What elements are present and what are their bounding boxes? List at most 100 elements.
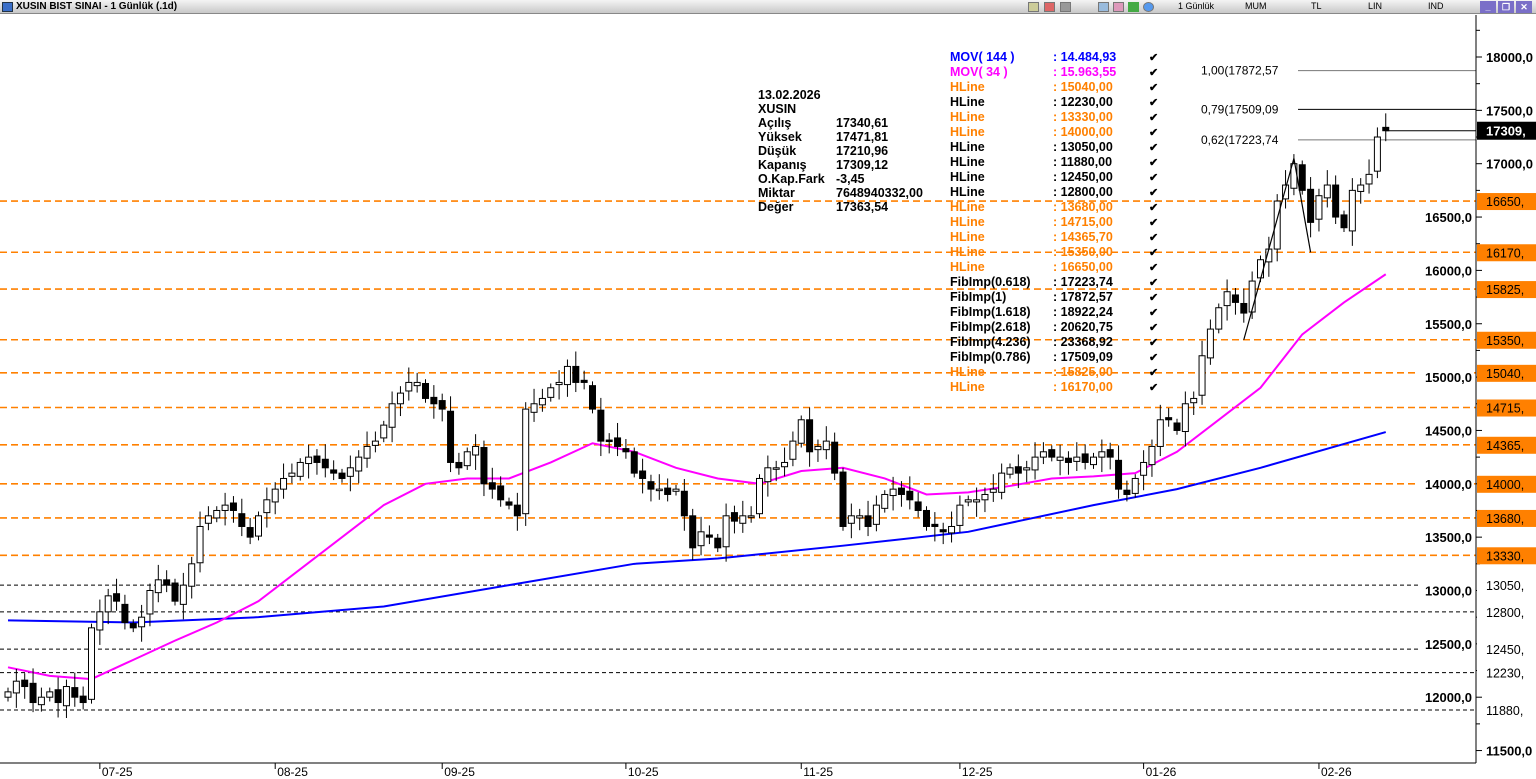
legend-value: : 17223,74 [1053,275,1113,289]
style-button[interactable]: MUM [1245,1,1267,11]
check-icon[interactable]: ✔ [1149,52,1159,64]
candle [405,367,413,401]
candle [806,407,814,467]
candle [1357,178,1365,204]
pencil-icon[interactable] [1128,2,1139,12]
candle-body [271,488,279,503]
tool-icon[interactable] [1098,2,1109,12]
legend-value: : 23368,92 [1053,335,1113,349]
candle [1231,288,1239,315]
legend-value: : 20620,75 [1053,320,1113,334]
check-icon[interactable]: ✔ [1149,97,1159,109]
candle-body [881,493,889,509]
tool-icon[interactable] [1113,2,1124,12]
move-icon[interactable] [1143,2,1154,12]
fib-label: 0,62(17223,74 [1201,133,1279,147]
candle [714,533,722,553]
period-button[interactable]: 1 Günlük [1178,1,1215,11]
legend-value: : 13330,00 [1053,110,1113,124]
candle [522,402,530,526]
check-icon[interactable]: ✔ [1149,277,1159,289]
hline-price-label: 12230, [1486,667,1524,681]
restore-button[interactable]: ❐ [1498,1,1514,13]
check-icon[interactable]: ✔ [1149,262,1159,274]
price-chart[interactable]: 1,00(17872,57 0,79(17509,09 0,62(17223,74 1… [0,15,1536,779]
check-icon[interactable]: ✔ [1149,112,1159,124]
y-tick-label-bg [1418,262,1474,279]
candle [981,487,989,513]
legend-name: FibImp(2.618) [950,320,1031,334]
candle [1240,288,1248,323]
check-icon[interactable]: ✔ [1149,142,1159,154]
candle [923,506,930,531]
check-icon[interactable]: ✔ [1149,232,1159,244]
tool-icon[interactable] [1060,2,1071,12]
candle-body [1223,291,1231,307]
candle [146,583,154,627]
candle [472,434,480,470]
candle-body [714,537,722,549]
candle-body [1106,449,1114,458]
candle-body [1206,328,1214,359]
hline-price-tag [1477,641,1536,659]
info-label: Yüksek [758,130,802,144]
candle-body [664,487,672,495]
candle [756,474,763,518]
check-icon[interactable]: ✔ [1149,307,1159,319]
check-icon[interactable]: ✔ [1149,337,1159,349]
currency-button[interactable]: TL [1311,1,1322,11]
candle-body [154,579,162,594]
candle-body [96,611,104,631]
legend-row: HLine: 12450,00 ✔ [950,170,1158,185]
check-icon[interactable]: ✔ [1149,157,1159,169]
candle [371,431,379,453]
candle-body [1315,195,1323,220]
legend-row: FibImp(4.236): 23368,92 ✔ [950,335,1158,350]
candle-body [1190,397,1198,404]
minimize-button[interactable]: _ [1480,1,1496,13]
candle [1298,160,1306,195]
check-icon[interactable]: ✔ [1149,67,1159,79]
check-icon[interactable]: ✔ [1149,82,1159,94]
tool-icon[interactable] [1044,2,1055,12]
candle [964,495,972,507]
indicator-button[interactable]: IND [1428,1,1444,11]
check-icon[interactable]: ✔ [1149,127,1159,139]
check-icon[interactable]: ✔ [1149,202,1159,214]
check-icon[interactable]: ✔ [1149,352,1159,364]
candle-body [897,487,905,495]
legend-row: FibImp(2.618) : 20620,75 ✔ [950,320,1158,335]
candle [547,383,555,402]
candle-body [1014,466,1022,474]
candle [1198,340,1206,405]
candle-body [1215,307,1223,330]
candle [246,517,254,545]
legend-value: : 15.963,55 [1053,65,1117,79]
candle [154,564,162,603]
check-icon[interactable]: ✔ [1149,187,1159,199]
y-tick-label-bg [1418,315,1474,332]
tool-icon[interactable] [1028,2,1039,12]
candle [1098,439,1106,473]
candle [914,492,922,518]
legend-name: FibImp(1) [950,290,1007,304]
check-icon[interactable]: ✔ [1149,172,1159,184]
check-icon[interactable]: ✔ [1149,292,1159,304]
check-icon[interactable]: ✔ [1149,322,1159,334]
check-icon[interactable]: ✔ [1149,217,1159,229]
close-button[interactable]: ✕ [1516,1,1532,13]
candle [614,422,622,457]
check-icon[interactable]: ✔ [1149,247,1159,259]
hline-price-tag [1477,547,1536,565]
candle-body [1048,449,1056,458]
candle [497,476,505,507]
ohlc-info-panel: 13.02.2026 XUSIN Açılış 17340,61 Yüksek 174… [758,88,923,214]
check-icon[interactable]: ✔ [1149,367,1159,379]
candle-body [330,469,338,474]
legend-row: MOV( 34 ): 15.963,55 ✔ [950,65,1158,80]
legend-name: HLine [950,140,985,154]
info-value: 17471,81 [836,130,889,144]
scale-button[interactable]: LIN [1368,1,1383,11]
check-icon[interactable]: ✔ [1149,382,1159,394]
candle-body [46,691,54,698]
